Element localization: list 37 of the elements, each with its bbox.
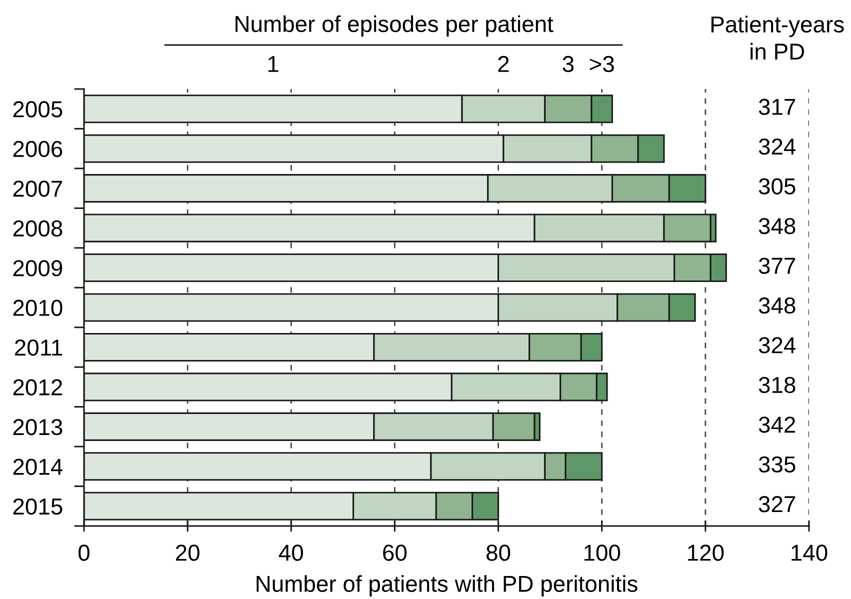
series-label: 1 [268, 56, 278, 72]
x-tick-label: 100 [584, 544, 620, 561]
x-tick-label: 0 [78, 544, 90, 561]
annotation: 348 [758, 297, 796, 314]
annotation: 327 [758, 496, 796, 512]
y-tick-label: 2014 [13, 458, 62, 475]
annotation: 317 [758, 98, 796, 116]
y-tick-label: 2015 [13, 498, 62, 515]
annotation: 324 [758, 138, 796, 155]
x-tick-label: 20 [176, 544, 200, 561]
annotation: 324 [758, 337, 796, 354]
y-tick-label: 2006 [13, 140, 62, 158]
x-tick-label: 60 [383, 544, 407, 561]
y-tick-label: 2008 [13, 220, 62, 237]
x-axis-title: Number of patients with PD peritonitis [256, 575, 638, 597]
legend-title: Number of episodes per patient [236, 15, 554, 37]
annotation: 318 [758, 376, 796, 394]
series-label: 2 [498, 56, 509, 72]
y-tick-label: 2013 [13, 418, 62, 436]
series-label: >3 [590, 56, 614, 72]
series-label: 3 [562, 56, 574, 72]
annotation: 342 [758, 416, 796, 433]
y-tick-label: 2010 [13, 300, 62, 316]
annotation: 335 [758, 456, 796, 473]
x-tick-label: 40 [278, 544, 303, 561]
y-tick-label: 2012 [13, 379, 62, 396]
y-tick-label: 2007 [13, 180, 62, 197]
x-tick-label: 80 [486, 544, 510, 561]
annotation: 348 [758, 218, 796, 234]
y-tick-label: 2011 [15, 340, 62, 356]
x-tick-label: 140 [792, 544, 828, 561]
text: Patient-years in PD [711, 16, 844, 60]
annotation: 305 [758, 178, 796, 194]
annotation: 377 [758, 258, 796, 274]
x-tick-label: 120 [688, 544, 724, 561]
y-tick-label: 2009 [13, 260, 62, 276]
y-tick-label: 2005 [13, 101, 62, 118]
